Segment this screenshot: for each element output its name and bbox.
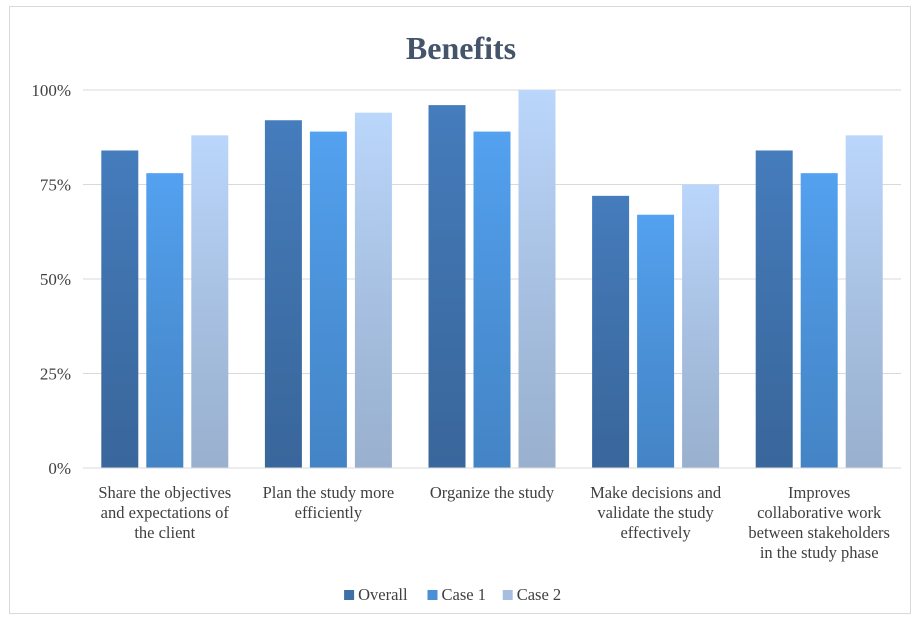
y-axis-ticks: 0% 25% 50% 75% 100% xyxy=(31,81,71,478)
chart-title: Benefits xyxy=(406,30,516,66)
bar-overall xyxy=(264,120,302,469)
y-tick-label: 50% xyxy=(40,270,71,289)
bar-case-1 xyxy=(800,173,838,468)
bar-case-1 xyxy=(473,131,511,468)
bar-case-2 xyxy=(845,135,883,469)
bar-case-1 xyxy=(309,131,347,468)
bar-case-2 xyxy=(191,135,229,469)
y-tick-label: 0% xyxy=(48,459,71,478)
legend-item: Case 2 xyxy=(502,585,561,604)
legend-item: Case 1 xyxy=(427,585,486,604)
y-tick-label: 75% xyxy=(40,176,71,195)
bar-overall xyxy=(101,150,139,469)
legend-swatch xyxy=(344,590,355,600)
chart-frame: Benefits 0% 25% 50% 75% 100% Share the objec… xyxy=(9,6,911,614)
legend-swatch xyxy=(427,590,438,600)
category-label: Improves collaborative work between stakeh… xyxy=(748,483,890,562)
legend: Overall Case 1 Case 2 xyxy=(344,585,561,604)
bar-case-1 xyxy=(637,214,675,468)
legend-label: Case 1 xyxy=(442,585,486,604)
legend-label: Case 2 xyxy=(517,585,561,604)
category-label: Organize the study xyxy=(430,483,555,502)
bar-chart: Benefits 0% 25% 50% 75% 100% Share the objec… xyxy=(31,30,901,604)
bar-overall xyxy=(428,105,466,469)
bar-case-2 xyxy=(354,112,392,469)
category-label: Make decisions and validate the study effe… xyxy=(590,483,722,542)
bar-overall xyxy=(592,195,630,468)
legend-label: Overall xyxy=(358,585,408,604)
bars xyxy=(101,90,883,469)
y-tick-label: 25% xyxy=(40,365,71,384)
legend-item: Overall xyxy=(344,585,408,604)
bar-case-1 xyxy=(146,173,184,468)
legend-swatch xyxy=(502,590,513,600)
category-labels: Share the objectives and expectations of t… xyxy=(98,483,890,562)
category-label: Plan the study more efficiently xyxy=(263,483,395,522)
category-label: Share the objectives and expectations of t… xyxy=(98,483,231,542)
y-tick-label: 100% xyxy=(31,81,71,100)
bar-case-2 xyxy=(518,90,556,468)
bar-overall xyxy=(755,150,793,469)
bar-case-2 xyxy=(682,184,720,468)
